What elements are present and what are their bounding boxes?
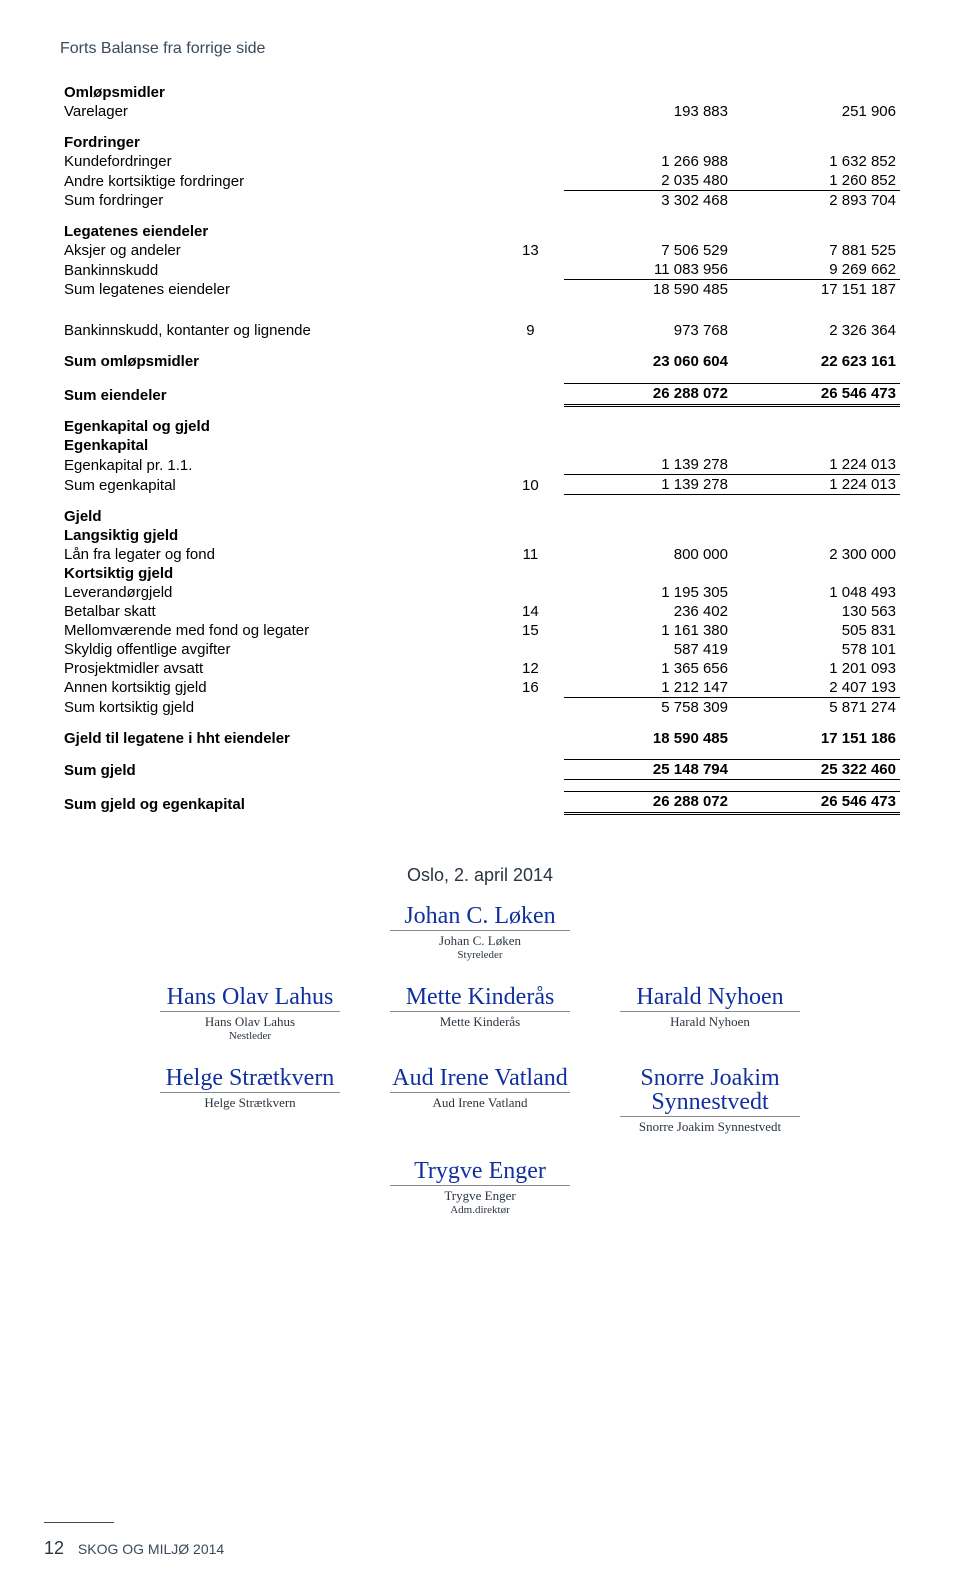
signature-block: Trygve Enger Trygve Enger Adm.direktør: [390, 1159, 570, 1216]
signature-block: Helge Strætkvern Helge Strætkvern: [160, 1066, 340, 1135]
sum-row: Sum egenkapital101 139 2781 224 013: [60, 475, 900, 495]
grand-total-row: Sum eiendeler26 288 07226 546 473: [60, 383, 900, 405]
sum-row: Sum fordringer3 302 4682 893 704: [60, 191, 900, 211]
signature-block: Aud Irene Vatland Aud Irene Vatland: [390, 1066, 570, 1135]
table-row: Kundefordringer1 266 9881 632 852: [60, 152, 900, 171]
sum-row: Sum legatenes eiendeler18 590 48517 151 …: [60, 280, 900, 300]
table-row: Gjeld til legatene i hht eiendeler18 590…: [60, 729, 900, 748]
signatory-role: Nestleder: [160, 1030, 340, 1042]
signature-area: Oslo, 2. april 2014 Johan C. Løken Johan…: [60, 865, 900, 1216]
section-heading: Egenkapital: [60, 436, 497, 455]
table-row: Skyldig offentlige avgifter587 419578 10…: [60, 640, 900, 659]
sum-row: Sum kortsiktig gjeld5 758 3095 871 274: [60, 697, 900, 717]
signatory-name: Helge Strætkvern: [160, 1095, 340, 1111]
signature-block: Johan C. Løken Johan C. Løken Styreleder: [390, 904, 570, 961]
signature-script: Snorre Joakim Synnestvedt: [620, 1066, 800, 1117]
table-row: Prosjektmidler avsatt121 365 6561 201 09…: [60, 659, 900, 678]
table-row: Annen kortsiktig gjeld161 212 1472 407 1…: [60, 678, 900, 698]
signatory-role: Styreleder: [390, 949, 570, 961]
signature-date: Oslo, 2. april 2014: [60, 865, 900, 886]
signature-block: Snorre Joakim Synnestvedt Snorre Joakim …: [620, 1066, 800, 1135]
section-heading: Langsiktig gjeld: [60, 526, 497, 545]
signature-script: Trygve Enger: [390, 1159, 570, 1186]
signature-script: Johan C. Løken: [390, 904, 570, 931]
continuation-note: Forts Balanse fra forrige side: [60, 40, 900, 58]
footer-text: SKOG OG MILJØ 2014: [78, 1541, 224, 1557]
signature-block: Harald Nyhoen Harald Nyhoen: [620, 985, 800, 1042]
balance-sheet-table: Omløpsmidler Varelager 193 883 251 906 F…: [60, 83, 900, 815]
table-row: Egenkapital pr. 1.1.1 139 2781 224 013: [60, 455, 900, 475]
sum-row: Sum omløpsmidler23 060 60422 623 161: [60, 352, 900, 371]
table-row: Varelager 193 883 251 906: [60, 102, 900, 121]
table-row: Leverandørgjeld1 195 3051 048 493: [60, 583, 900, 602]
section-heading: Kortsiktig gjeld: [60, 564, 497, 583]
table-row: Bankinnskudd, kontanter og lignende9973 …: [60, 321, 900, 340]
signatory-name: Trygve Enger: [390, 1188, 570, 1204]
signatory-name: Johan C. Løken: [390, 933, 570, 949]
page-number: 12: [44, 1538, 64, 1558]
table-row: Andre kortsiktige fordringer2 035 4801 2…: [60, 171, 900, 191]
signature-script: Aud Irene Vatland: [390, 1066, 570, 1093]
section-heading: Omløpsmidler: [60, 83, 497, 102]
sum-row: Sum gjeld25 148 79425 322 460: [60, 760, 900, 780]
signatory-name: Harald Nyhoen: [620, 1014, 800, 1030]
signature-block: Hans Olav Lahus Hans Olav Lahus Nestlede…: [160, 985, 340, 1042]
table-row: Bankinnskudd11 083 9569 269 662: [60, 260, 900, 280]
signature-script: Mette Kinderås: [390, 985, 570, 1012]
section-heading: Legatenes eiendeler: [60, 222, 497, 241]
signatory-name: Snorre Joakim Synnestvedt: [620, 1119, 800, 1135]
section-heading: Gjeld: [60, 507, 497, 526]
table-row: Aksjer og andeler137 506 5297 881 525: [60, 241, 900, 260]
signatory-name: Hans Olav Lahus: [160, 1014, 340, 1030]
section-heading: Egenkapital og gjeld: [60, 417, 497, 436]
signatory-name: Aud Irene Vatland: [390, 1095, 570, 1111]
signatory-role: Adm.direktør: [390, 1204, 570, 1216]
table-row: Mellomværende med fond og legater151 161…: [60, 621, 900, 640]
section-heading: Fordringer: [60, 133, 497, 152]
signatory-name: Mette Kinderås: [390, 1014, 570, 1030]
signature-block: Mette Kinderås Mette Kinderås: [390, 985, 570, 1042]
grand-total-row: Sum gjeld og egenkapital26 288 07226 546…: [60, 792, 900, 814]
signature-script: Hans Olav Lahus: [160, 985, 340, 1012]
signature-script: Helge Strætkvern: [160, 1066, 340, 1093]
table-row: Lån fra legater og fond11800 0002 300 00…: [60, 545, 900, 564]
table-row: Betalbar skatt14236 402130 563: [60, 602, 900, 621]
page-footer: 12 SKOG OG MILJØ 2014: [44, 1522, 224, 1559]
signature-script: Harald Nyhoen: [620, 985, 800, 1012]
